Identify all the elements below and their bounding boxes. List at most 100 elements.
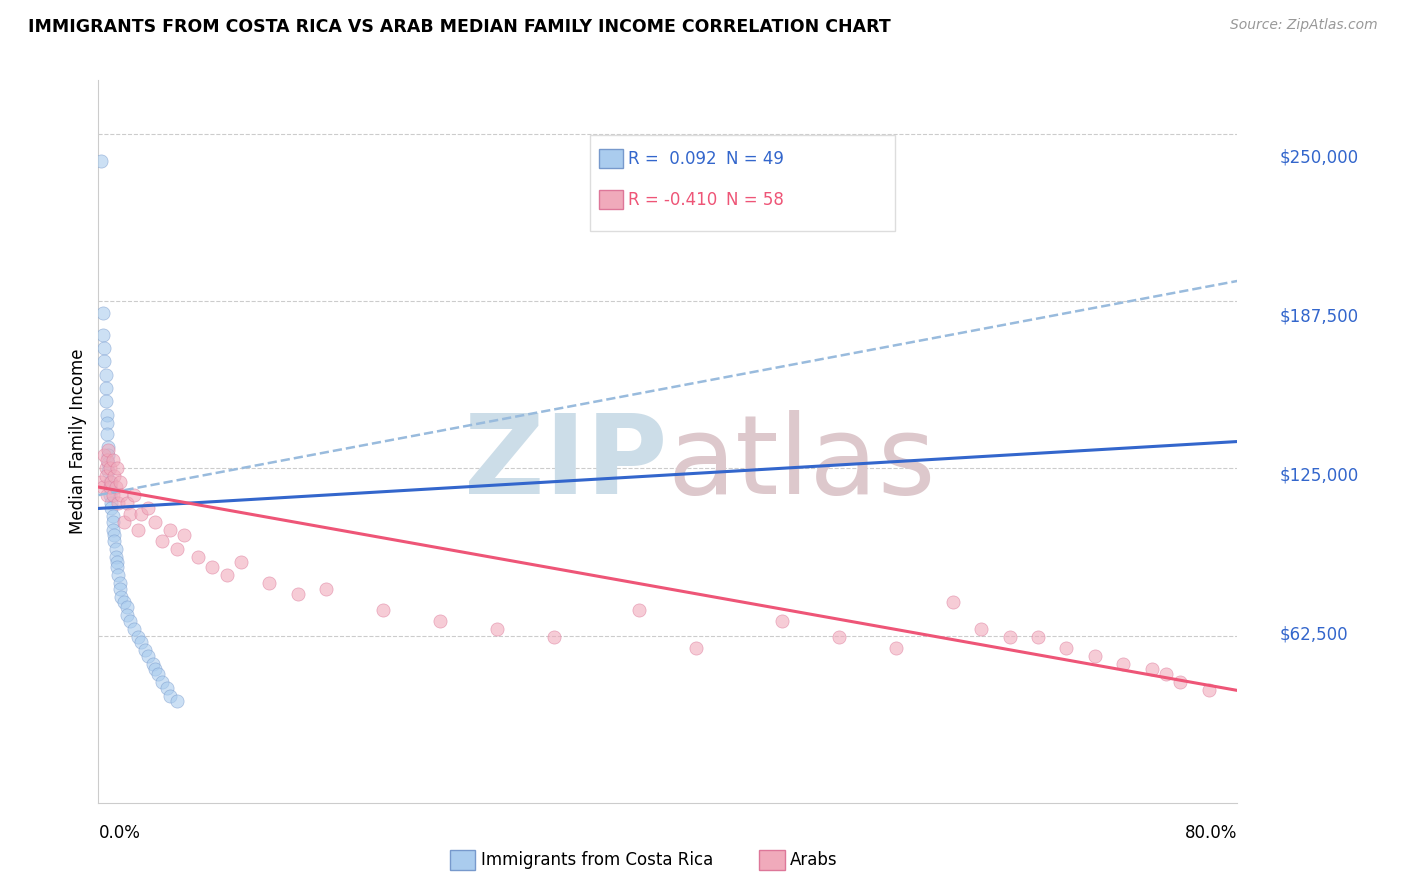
Point bbox=[103, 528, 125, 542]
Point bbox=[136, 501, 159, 516]
Text: N = 58: N = 58 bbox=[725, 191, 785, 209]
Point bbox=[1154, 667, 1177, 681]
Point bbox=[108, 582, 131, 596]
Point bbox=[98, 461, 121, 475]
Point bbox=[543, 630, 565, 644]
Point bbox=[287, 587, 309, 601]
Point bbox=[1140, 662, 1163, 676]
Point bbox=[103, 533, 125, 548]
Text: $125,000: $125,000 bbox=[1279, 467, 1358, 485]
Point bbox=[94, 461, 117, 475]
Text: N = 49: N = 49 bbox=[725, 150, 785, 168]
Point bbox=[93, 448, 115, 462]
Point bbox=[970, 622, 993, 636]
Point bbox=[127, 523, 149, 537]
Point bbox=[105, 555, 128, 569]
Point bbox=[110, 590, 132, 604]
Point bbox=[110, 488, 132, 502]
Text: Arabs: Arabs bbox=[790, 851, 838, 869]
Point bbox=[884, 640, 907, 655]
Point bbox=[942, 595, 965, 609]
Point bbox=[91, 327, 114, 342]
Text: R =  0.092: R = 0.092 bbox=[628, 150, 717, 168]
Point bbox=[628, 603, 651, 617]
Point bbox=[118, 507, 141, 521]
Point bbox=[101, 509, 124, 524]
Point bbox=[107, 568, 129, 582]
Point bbox=[107, 496, 129, 510]
Point bbox=[129, 507, 152, 521]
Point bbox=[93, 341, 115, 355]
Point bbox=[100, 475, 122, 489]
Point bbox=[166, 694, 188, 708]
Point bbox=[259, 576, 281, 591]
Point bbox=[215, 568, 238, 582]
Point bbox=[105, 461, 128, 475]
Point bbox=[101, 453, 124, 467]
Text: Source: ZipAtlas.com: Source: ZipAtlas.com bbox=[1230, 18, 1378, 32]
Point bbox=[97, 456, 120, 470]
Point bbox=[97, 448, 120, 462]
Point bbox=[98, 480, 121, 494]
Point bbox=[96, 453, 118, 467]
Point bbox=[101, 488, 124, 502]
Text: $250,000: $250,000 bbox=[1279, 149, 1358, 167]
Point bbox=[145, 515, 167, 529]
Point bbox=[152, 675, 174, 690]
Text: 80.0%: 80.0% bbox=[1185, 824, 1237, 842]
Point bbox=[112, 595, 135, 609]
Point bbox=[101, 515, 124, 529]
Point bbox=[315, 582, 337, 596]
Point bbox=[1026, 630, 1049, 644]
Text: R = -0.410: R = -0.410 bbox=[628, 191, 717, 209]
Point bbox=[94, 469, 117, 483]
Point bbox=[141, 657, 163, 671]
Point bbox=[108, 576, 131, 591]
Point bbox=[90, 475, 112, 489]
Point bbox=[108, 475, 131, 489]
Point bbox=[100, 496, 122, 510]
Text: ZIP: ZIP bbox=[464, 409, 668, 516]
Point bbox=[1170, 675, 1192, 690]
Y-axis label: Median Family Income: Median Family Income bbox=[69, 349, 87, 534]
Point bbox=[1084, 648, 1107, 663]
Point bbox=[104, 480, 127, 494]
Point bbox=[159, 523, 181, 537]
Point bbox=[136, 648, 159, 663]
Text: 0.0%: 0.0% bbox=[98, 824, 141, 842]
Point bbox=[159, 689, 181, 703]
Point bbox=[98, 480, 121, 494]
Point bbox=[145, 662, 167, 676]
Point bbox=[94, 381, 117, 395]
Point bbox=[94, 394, 117, 409]
Text: IMMIGRANTS FROM COSTA RICA VS ARAB MEDIAN FAMILY INCOME CORRELATION CHART: IMMIGRANTS FROM COSTA RICA VS ARAB MEDIA… bbox=[28, 18, 891, 36]
Point bbox=[486, 622, 509, 636]
Point bbox=[112, 515, 135, 529]
Point bbox=[828, 630, 851, 644]
Point bbox=[90, 153, 112, 168]
Point bbox=[201, 560, 224, 574]
Point bbox=[97, 442, 120, 457]
Point bbox=[118, 614, 141, 628]
Point bbox=[373, 603, 395, 617]
Point bbox=[134, 643, 156, 657]
Point bbox=[122, 622, 145, 636]
Point bbox=[685, 640, 707, 655]
Point bbox=[115, 496, 138, 510]
Point bbox=[98, 475, 121, 489]
Point bbox=[127, 630, 149, 644]
Point bbox=[166, 541, 188, 556]
Point bbox=[122, 488, 145, 502]
Point bbox=[98, 488, 121, 502]
Point bbox=[1112, 657, 1135, 671]
Point bbox=[97, 440, 120, 454]
Point bbox=[96, 408, 118, 422]
Point bbox=[93, 354, 115, 368]
Point bbox=[998, 630, 1021, 644]
Text: Immigrants from Costa Rica: Immigrants from Costa Rica bbox=[481, 851, 713, 869]
Point bbox=[91, 306, 114, 320]
Point bbox=[173, 528, 195, 542]
Point bbox=[94, 368, 117, 382]
Point bbox=[91, 480, 114, 494]
Point bbox=[104, 549, 127, 564]
